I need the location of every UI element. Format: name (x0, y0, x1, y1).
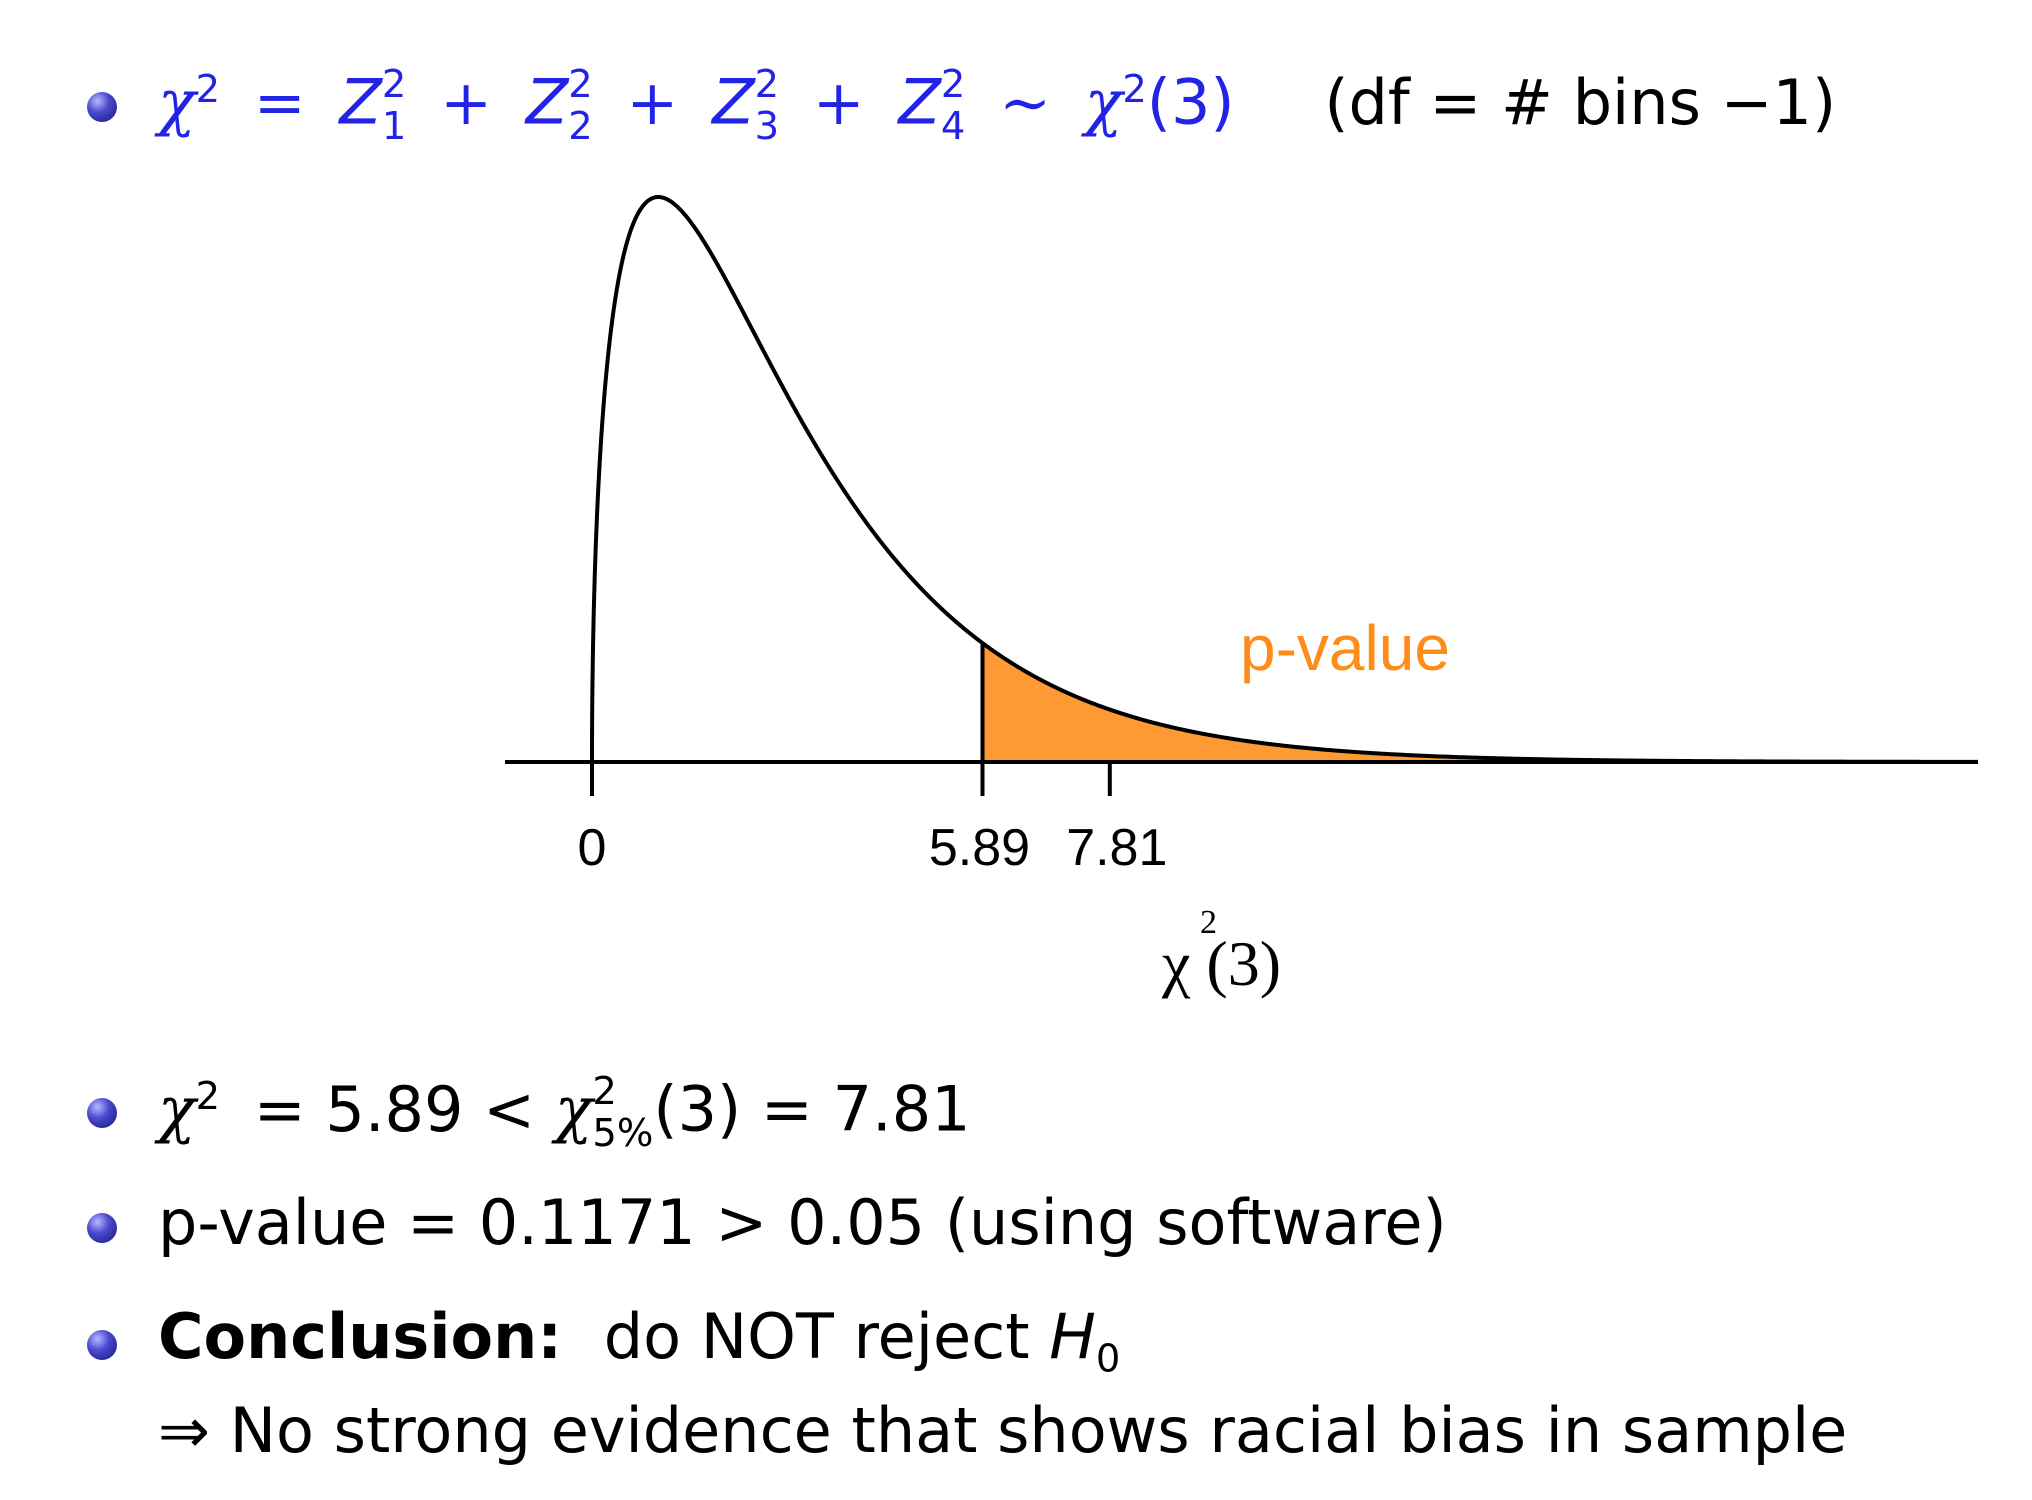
density-curve (590, 194, 1979, 764)
bullet-2 (87, 1098, 117, 1128)
test-statistic-comparison: χ2 = 5.89 < χ 2 5% (3) = 7.81 (158, 1069, 971, 1157)
conclusion-heading: Conclusion: (158, 1300, 563, 1373)
x-tick-label: 7.81 (1066, 819, 1167, 877)
x-tick-label: 0 (578, 819, 607, 877)
bullet-4 (87, 1330, 117, 1360)
bullet-3 (87, 1213, 117, 1243)
p-value-statement: p-value = 0.1171 > 0.05 (using software) (158, 1186, 1447, 1259)
x-axis-label: χ (3) (1161, 928, 1281, 999)
chi-square-density-chart: 0 5.89 7.81 p-value χ (3) 2 (505, 194, 1979, 999)
bullet-1 (87, 92, 117, 122)
conclusion-line: Conclusion: do NOT reject H0 (158, 1300, 1121, 1382)
p-value-label: p-value (1240, 612, 1450, 684)
x-axis-label-superscript: 2 (1200, 904, 1217, 941)
df-note: (df = # bins −1) (1324, 65, 1837, 139)
conclusion-implication: ⇒ No strong evidence that shows racial b… (158, 1394, 1848, 1467)
x-tick-label: 5.89 (929, 819, 1030, 877)
p-value-shaded-area (982, 643, 1978, 762)
